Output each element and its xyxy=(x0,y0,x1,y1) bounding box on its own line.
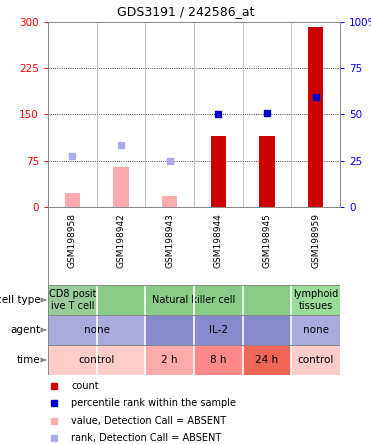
Text: control: control xyxy=(79,355,115,365)
Bar xyxy=(291,285,340,315)
Bar xyxy=(48,345,145,375)
Bar xyxy=(48,285,97,315)
Bar xyxy=(145,345,194,375)
Text: none: none xyxy=(84,325,110,335)
Text: CD8 posit
ive T cell: CD8 posit ive T cell xyxy=(49,289,96,311)
Text: 2 h: 2 h xyxy=(161,355,178,365)
Bar xyxy=(291,345,340,375)
Text: GSM198943: GSM198943 xyxy=(165,213,174,268)
Bar xyxy=(211,136,226,207)
Text: none: none xyxy=(303,325,329,335)
Text: value, Detection Call = ABSENT: value, Detection Call = ABSENT xyxy=(71,416,226,426)
Bar xyxy=(259,136,275,207)
Text: 8 h: 8 h xyxy=(210,355,227,365)
Bar xyxy=(194,345,243,375)
Text: Natural killer cell: Natural killer cell xyxy=(152,295,236,305)
Text: IL-2: IL-2 xyxy=(209,325,228,335)
Bar xyxy=(162,196,177,207)
Text: percentile rank within the sample: percentile rank within the sample xyxy=(71,398,236,408)
Text: GSM198944: GSM198944 xyxy=(214,213,223,268)
Text: control: control xyxy=(298,355,334,365)
Bar xyxy=(48,315,145,345)
Bar xyxy=(65,194,80,207)
Text: time: time xyxy=(17,355,40,365)
Text: GSM198958: GSM198958 xyxy=(68,213,77,268)
Bar xyxy=(97,285,291,315)
Text: rank, Detection Call = ABSENT: rank, Detection Call = ABSENT xyxy=(71,433,221,443)
Text: count: count xyxy=(71,381,99,391)
Text: GSM198945: GSM198945 xyxy=(263,213,272,268)
Bar xyxy=(243,345,291,375)
Text: GDS3191 / 242586_at: GDS3191 / 242586_at xyxy=(117,5,254,18)
Bar xyxy=(145,315,291,345)
Bar xyxy=(113,167,129,207)
Text: GSM198959: GSM198959 xyxy=(311,213,320,268)
Bar xyxy=(291,315,340,345)
Text: agent: agent xyxy=(10,325,40,335)
Bar xyxy=(308,27,324,207)
Text: lymphoid
tissues: lymphoid tissues xyxy=(293,289,338,311)
Text: GSM198942: GSM198942 xyxy=(116,213,125,268)
Text: 24 h: 24 h xyxy=(256,355,279,365)
Text: cell type: cell type xyxy=(0,295,40,305)
